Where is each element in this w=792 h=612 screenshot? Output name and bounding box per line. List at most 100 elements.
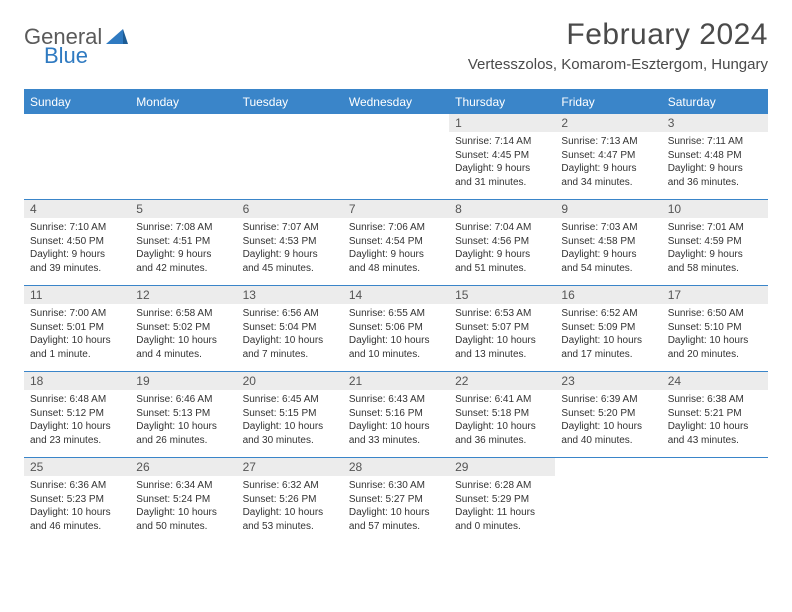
daylight-text-1: Daylight: 10 hours: [136, 420, 230, 434]
day-info: Sunrise: 7:03 AMSunset: 4:58 PMDaylight:…: [555, 218, 661, 279]
sunrise-text: Sunrise: 6:38 AM: [668, 393, 762, 407]
sunset-text: Sunset: 4:50 PM: [30, 235, 124, 249]
daylight-text-1: Daylight: 10 hours: [136, 506, 230, 520]
calendar-day-cell: [662, 458, 768, 544]
sunset-text: Sunset: 5:12 PM: [30, 407, 124, 421]
daylight-text-2: and 45 minutes.: [243, 262, 337, 276]
sunrise-text: Sunrise: 7:11 AM: [668, 135, 762, 149]
day-number: 13: [237, 286, 343, 304]
weekday-header: Friday: [555, 91, 661, 114]
calendar-day-cell: 11Sunrise: 7:00 AMSunset: 5:01 PMDayligh…: [24, 286, 130, 372]
calendar-day-cell: 27Sunrise: 6:32 AMSunset: 5:26 PMDayligh…: [237, 458, 343, 544]
sunset-text: Sunset: 5:06 PM: [349, 321, 443, 335]
calendar-day-cell: 8Sunrise: 7:04 AMSunset: 4:56 PMDaylight…: [449, 200, 555, 286]
calendar-day-cell: 22Sunrise: 6:41 AMSunset: 5:18 PMDayligh…: [449, 372, 555, 458]
sunset-text: Sunset: 5:26 PM: [243, 493, 337, 507]
day-number: 16: [555, 286, 661, 304]
sunrise-text: Sunrise: 6:39 AM: [561, 393, 655, 407]
daylight-text-2: and 42 minutes.: [136, 262, 230, 276]
daylight-text-1: Daylight: 9 hours: [668, 162, 762, 176]
sunset-text: Sunset: 5:07 PM: [455, 321, 549, 335]
calendar-day-cell: 20Sunrise: 6:45 AMSunset: 5:15 PMDayligh…: [237, 372, 343, 458]
sunrise-text: Sunrise: 6:30 AM: [349, 479, 443, 493]
weekday-header: Saturday: [662, 91, 768, 114]
daylight-text-2: and 57 minutes.: [349, 520, 443, 534]
day-number: 28: [343, 458, 449, 476]
day-info: Sunrise: 6:41 AMSunset: 5:18 PMDaylight:…: [449, 390, 555, 451]
daylight-text-2: and 36 minutes.: [668, 176, 762, 190]
day-number: 15: [449, 286, 555, 304]
sunset-text: Sunset: 4:59 PM: [668, 235, 762, 249]
day-number: 12: [130, 286, 236, 304]
weekday-header: Monday: [130, 91, 236, 114]
sunset-text: Sunset: 4:56 PM: [455, 235, 549, 249]
daylight-text-1: Daylight: 9 hours: [561, 248, 655, 262]
day-info: Sunrise: 6:55 AMSunset: 5:06 PMDaylight:…: [343, 304, 449, 365]
day-info: Sunrise: 7:00 AMSunset: 5:01 PMDaylight:…: [24, 304, 130, 365]
day-number: 4: [24, 200, 130, 218]
day-info: Sunrise: 7:06 AMSunset: 4:54 PMDaylight:…: [343, 218, 449, 279]
day-info: Sunrise: 7:10 AMSunset: 4:50 PMDaylight:…: [24, 218, 130, 279]
calendar-day-cell: 6Sunrise: 7:07 AMSunset: 4:53 PMDaylight…: [237, 200, 343, 286]
daylight-text-2: and 23 minutes.: [30, 434, 124, 448]
sunrise-text: Sunrise: 7:01 AM: [668, 221, 762, 235]
daylight-text-2: and 4 minutes.: [136, 348, 230, 362]
sunset-text: Sunset: 4:53 PM: [243, 235, 337, 249]
daylight-text-1: Daylight: 10 hours: [668, 334, 762, 348]
calendar-day-cell: 5Sunrise: 7:08 AMSunset: 4:51 PMDaylight…: [130, 200, 236, 286]
day-number: 26: [130, 458, 236, 476]
day-info: Sunrise: 6:52 AMSunset: 5:09 PMDaylight:…: [555, 304, 661, 365]
logo-text-blue: Blue: [44, 43, 88, 68]
sunset-text: Sunset: 5:29 PM: [455, 493, 549, 507]
sunrise-text: Sunrise: 6:28 AM: [455, 479, 549, 493]
day-info: Sunrise: 6:28 AMSunset: 5:29 PMDaylight:…: [449, 476, 555, 537]
daylight-text-1: Daylight: 10 hours: [561, 334, 655, 348]
sunrise-text: Sunrise: 6:53 AM: [455, 307, 549, 321]
sunrise-text: Sunrise: 6:48 AM: [30, 393, 124, 407]
sunrise-text: Sunrise: 7:04 AM: [455, 221, 549, 235]
sunrise-text: Sunrise: 6:58 AM: [136, 307, 230, 321]
daylight-text-2: and 20 minutes.: [668, 348, 762, 362]
daylight-text-1: Daylight: 9 hours: [455, 248, 549, 262]
day-number: 7: [343, 200, 449, 218]
day-info: Sunrise: 6:39 AMSunset: 5:20 PMDaylight:…: [555, 390, 661, 451]
weekday-header: Tuesday: [237, 91, 343, 114]
sunset-text: Sunset: 4:58 PM: [561, 235, 655, 249]
calendar-day-cell: 24Sunrise: 6:38 AMSunset: 5:21 PMDayligh…: [662, 372, 768, 458]
day-info: Sunrise: 6:32 AMSunset: 5:26 PMDaylight:…: [237, 476, 343, 537]
day-number: 3: [662, 114, 768, 132]
daylight-text-2: and 40 minutes.: [561, 434, 655, 448]
day-info: Sunrise: 6:46 AMSunset: 5:13 PMDaylight:…: [130, 390, 236, 451]
day-number: 5: [130, 200, 236, 218]
day-info: Sunrise: 7:11 AMSunset: 4:48 PMDaylight:…: [662, 132, 768, 193]
daylight-text-1: Daylight: 10 hours: [455, 420, 549, 434]
sunrise-text: Sunrise: 7:13 AM: [561, 135, 655, 149]
daylight-text-1: Daylight: 10 hours: [455, 334, 549, 348]
day-number: 14: [343, 286, 449, 304]
sunset-text: Sunset: 5:18 PM: [455, 407, 549, 421]
sunrise-text: Sunrise: 7:14 AM: [455, 135, 549, 149]
daylight-text-1: Daylight: 10 hours: [349, 334, 443, 348]
day-info: Sunrise: 6:50 AMSunset: 5:10 PMDaylight:…: [662, 304, 768, 365]
day-info: Sunrise: 7:04 AMSunset: 4:56 PMDaylight:…: [449, 218, 555, 279]
day-number: 27: [237, 458, 343, 476]
calendar-week-row: 1Sunrise: 7:14 AMSunset: 4:45 PMDaylight…: [24, 114, 768, 200]
calendar-day-cell: 26Sunrise: 6:34 AMSunset: 5:24 PMDayligh…: [130, 458, 236, 544]
daylight-text-2: and 48 minutes.: [349, 262, 443, 276]
sunrise-text: Sunrise: 7:06 AM: [349, 221, 443, 235]
sunset-text: Sunset: 5:21 PM: [668, 407, 762, 421]
sunset-text: Sunset: 5:16 PM: [349, 407, 443, 421]
day-number: 20: [237, 372, 343, 390]
calendar-day-cell: [555, 458, 661, 544]
daylight-text-1: Daylight: 11 hours: [455, 506, 549, 520]
day-number: 18: [24, 372, 130, 390]
sunrise-text: Sunrise: 7:10 AM: [30, 221, 124, 235]
daylight-text-1: Daylight: 10 hours: [349, 506, 443, 520]
daylight-text-1: Daylight: 10 hours: [668, 420, 762, 434]
sunrise-text: Sunrise: 7:07 AM: [243, 221, 337, 235]
sunset-text: Sunset: 5:13 PM: [136, 407, 230, 421]
daylight-text-1: Daylight: 10 hours: [561, 420, 655, 434]
day-info: Sunrise: 6:38 AMSunset: 5:21 PMDaylight:…: [662, 390, 768, 451]
day-info: Sunrise: 7:08 AMSunset: 4:51 PMDaylight:…: [130, 218, 236, 279]
daylight-text-2: and 39 minutes.: [30, 262, 124, 276]
